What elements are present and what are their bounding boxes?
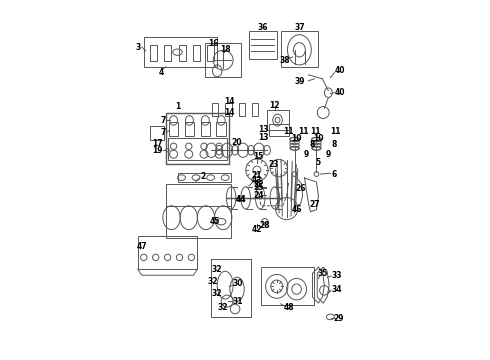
Text: 23: 23 xyxy=(269,161,279,170)
Bar xyxy=(205,43,241,77)
Text: 22: 22 xyxy=(254,180,264,189)
Text: 8: 8 xyxy=(310,140,315,149)
Text: 1: 1 xyxy=(175,102,180,111)
Text: 29: 29 xyxy=(334,314,344,323)
Bar xyxy=(249,31,277,59)
Bar xyxy=(212,103,219,117)
Text: 47: 47 xyxy=(137,242,147,251)
Text: 26: 26 xyxy=(295,184,306,193)
Text: 10: 10 xyxy=(313,134,324,143)
Text: 43: 43 xyxy=(252,176,262,185)
Text: 27: 27 xyxy=(309,200,320,209)
Text: 2: 2 xyxy=(200,172,205,181)
Text: 14: 14 xyxy=(224,108,234,117)
Text: 6: 6 xyxy=(332,170,337,179)
Bar xyxy=(207,45,215,61)
Text: 16: 16 xyxy=(208,39,219,48)
Bar xyxy=(166,113,229,164)
Bar xyxy=(269,123,289,136)
Text: 32: 32 xyxy=(212,289,222,298)
Bar xyxy=(252,103,258,117)
Text: 11: 11 xyxy=(330,127,341,136)
Bar xyxy=(177,173,231,182)
Bar xyxy=(150,45,157,61)
Bar xyxy=(169,122,178,136)
Text: 46: 46 xyxy=(292,205,302,214)
Bar xyxy=(261,267,315,305)
Text: 9: 9 xyxy=(304,150,309,159)
Text: 17: 17 xyxy=(152,139,163,148)
Text: 31: 31 xyxy=(233,297,244,306)
Text: 30: 30 xyxy=(233,279,244,288)
Text: 4: 4 xyxy=(159,68,164,77)
Text: 19: 19 xyxy=(152,146,163,155)
Text: 35: 35 xyxy=(317,269,328,278)
Text: 9: 9 xyxy=(326,150,331,159)
Text: 11: 11 xyxy=(283,127,294,136)
Text: 48: 48 xyxy=(283,303,294,312)
Text: 38: 38 xyxy=(279,57,290,66)
Text: 18: 18 xyxy=(220,45,230,54)
Text: 44: 44 xyxy=(236,194,246,203)
Bar xyxy=(164,45,171,61)
Text: 3: 3 xyxy=(135,42,141,51)
Text: 13: 13 xyxy=(258,125,269,134)
Bar xyxy=(193,45,200,61)
Bar xyxy=(150,126,164,140)
Bar xyxy=(166,184,231,238)
Text: 32: 32 xyxy=(208,277,219,286)
Text: 7: 7 xyxy=(161,128,166,137)
Bar xyxy=(185,122,194,136)
Bar xyxy=(178,45,186,61)
Bar xyxy=(239,103,245,117)
Text: 20: 20 xyxy=(232,138,243,147)
Text: 34: 34 xyxy=(331,285,342,294)
Text: 32: 32 xyxy=(212,265,222,274)
Text: 33: 33 xyxy=(331,271,342,280)
Text: 11: 11 xyxy=(310,127,320,136)
Bar xyxy=(168,138,227,160)
Text: 8: 8 xyxy=(332,140,337,149)
Text: 32: 32 xyxy=(217,302,228,311)
Text: 15: 15 xyxy=(253,153,263,162)
Bar xyxy=(144,37,217,67)
Bar xyxy=(281,31,318,67)
Text: 28: 28 xyxy=(260,221,270,230)
Text: 45: 45 xyxy=(210,217,221,226)
Text: 44: 44 xyxy=(236,194,246,203)
Bar xyxy=(200,122,210,136)
Bar xyxy=(217,122,226,136)
Bar xyxy=(138,235,197,269)
Text: 13: 13 xyxy=(258,132,269,141)
Text: 40: 40 xyxy=(335,88,345,97)
Text: 11: 11 xyxy=(298,127,309,136)
Text: 10: 10 xyxy=(292,134,302,143)
Text: 21: 21 xyxy=(252,171,262,180)
Bar xyxy=(225,103,232,117)
Text: 37: 37 xyxy=(294,23,305,32)
Text: 36: 36 xyxy=(258,23,268,32)
Text: 25: 25 xyxy=(254,184,264,193)
Text: 40: 40 xyxy=(335,66,345,75)
Text: 39: 39 xyxy=(294,77,305,86)
Text: 5: 5 xyxy=(316,158,321,167)
Text: 42: 42 xyxy=(252,225,262,234)
Text: 14: 14 xyxy=(224,97,234,106)
Text: 7: 7 xyxy=(161,116,166,125)
Text: 12: 12 xyxy=(270,101,280,110)
Text: 24: 24 xyxy=(254,190,264,199)
Bar xyxy=(267,110,289,130)
